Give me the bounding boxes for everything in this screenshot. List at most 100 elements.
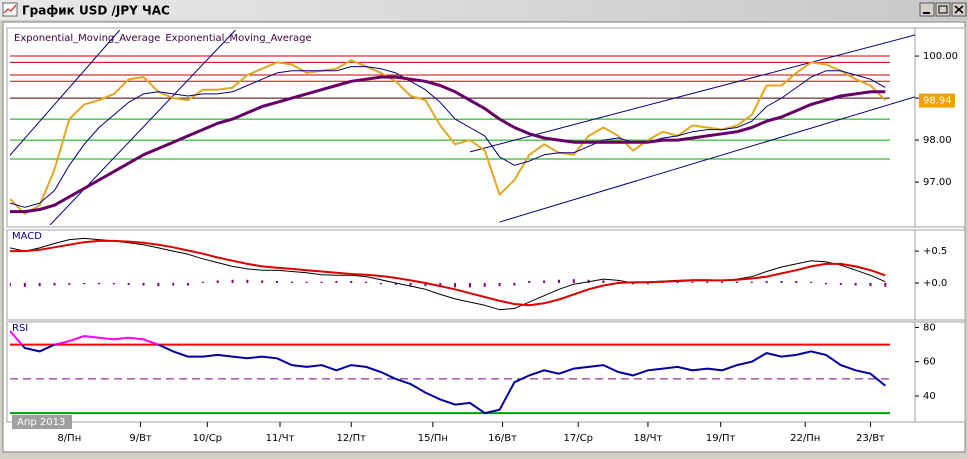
histogram-bar [157, 282, 160, 287]
histogram-bar [38, 282, 41, 287]
histogram-bar [528, 281, 531, 283]
chart-area [2, 21, 966, 453]
histogram-bar [454, 282, 457, 288]
histogram-bar [765, 281, 768, 283]
histogram-bar [68, 282, 71, 285]
x-tick-label: 11/Чт [266, 433, 295, 444]
x-tick-label: 8/Пн [57, 433, 81, 444]
histogram-bar [98, 282, 101, 285]
histogram-bar [735, 281, 738, 283]
panel-frame [6, 321, 966, 423]
maximize-button[interactable] [935, 2, 951, 17]
last-price-badge [919, 93, 955, 108]
x-tick-label: 9/Вт [129, 433, 152, 444]
plot [10, 330, 890, 415]
histogram-bar [854, 282, 857, 286]
y-tick-label: +0.5 [923, 246, 947, 257]
x-tick-label: 18/Чт [634, 433, 663, 444]
panel-title: RSI [12, 323, 28, 334]
histogram-bar [53, 282, 56, 286]
y-tick-label: 98.00 [923, 135, 952, 146]
histogram-bar [468, 282, 471, 288]
histogram-bar [379, 282, 382, 285]
date-label: Апр 2013 [17, 417, 65, 428]
y-tick-label: 97.00 [923, 177, 952, 188]
x-tick-label: 15/Пн [418, 433, 448, 444]
histogram-bar [365, 281, 368, 283]
histogram-bar [543, 280, 546, 283]
x-tick-label: 16/Вт [488, 433, 517, 444]
panel-frame [6, 229, 966, 321]
y-tick-label: 80 [923, 322, 936, 333]
histogram-bar [721, 281, 724, 283]
histogram-bar [320, 281, 323, 283]
histogram-bar [750, 281, 753, 283]
histogram-bar [127, 282, 130, 285]
window-icon [2, 2, 18, 17]
histogram-bar [884, 282, 887, 287]
histogram-bar [839, 282, 842, 285]
y-tick-label: 100.00 [923, 51, 958, 62]
x-tick-label: 12/Пт [337, 433, 367, 444]
series-line [10, 239, 886, 307]
series-line [10, 66, 886, 208]
histogram-bar [409, 282, 412, 286]
x-tick-label: 23/Вт [856, 433, 885, 444]
histogram-bar [187, 282, 190, 286]
close-glyph [954, 5, 964, 14]
trend-line [10, 30, 121, 156]
histogram-bar [557, 279, 560, 283]
panel-title: MACD [12, 231, 42, 242]
x-tick-label: 19/Пт [706, 433, 736, 444]
histogram-bar [810, 281, 813, 283]
trend-line [499, 96, 915, 223]
plot [10, 30, 915, 225]
histogram-bar [335, 281, 338, 283]
histogram-bar [216, 280, 219, 283]
plot [10, 237, 887, 311]
histogram-bar [513, 282, 516, 286]
y-tick-label: +0.0 [923, 278, 947, 289]
date-badge [12, 415, 72, 429]
histogram-bar [632, 282, 635, 285]
histogram-bar [795, 281, 798, 283]
panel-frame [6, 27, 966, 228]
histogram-bar [172, 282, 175, 286]
title-bar [0, 0, 968, 20]
trend-line [49, 30, 236, 225]
window-title: График USD /JPY ЧАС [22, 4, 170, 18]
histogram-bar [483, 282, 486, 287]
histogram-bar [290, 281, 293, 283]
histogram-bar [869, 282, 872, 287]
histogram-bar [83, 282, 86, 285]
window-icon-line [3, 4, 17, 14]
histogram-bar [706, 281, 709, 283]
y-tick-label: 60 [923, 357, 936, 368]
series-line-highlight [10, 330, 161, 345]
x-tick-label: 22/Пн [790, 433, 820, 444]
maximize-glyph [938, 5, 948, 14]
histogram-bar [231, 279, 234, 283]
histogram-bar [691, 281, 694, 283]
histogram-bar [572, 279, 575, 283]
histogram-bar [676, 281, 679, 283]
histogram-bar [424, 282, 427, 287]
histogram-bar [23, 282, 26, 287]
histogram-bar [394, 282, 397, 285]
series-line [10, 59, 887, 215]
trend-line [469, 34, 915, 153]
histogram-bar [112, 282, 115, 285]
minimize-button[interactable] [919, 2, 935, 17]
x-tick-label: 17/Ср [564, 433, 593, 444]
histogram-bar [602, 280, 605, 283]
last-price-label: 98.94 [923, 96, 952, 107]
histogram-bar [261, 280, 264, 283]
window-buttons[interactable] [919, 2, 967, 17]
histogram-bar [439, 282, 442, 287]
histogram-bar [498, 282, 501, 287]
histogram-bar [305, 281, 308, 283]
histogram-bar [350, 281, 353, 283]
series-line [20, 344, 886, 415]
histogram-bar [646, 282, 649, 285]
